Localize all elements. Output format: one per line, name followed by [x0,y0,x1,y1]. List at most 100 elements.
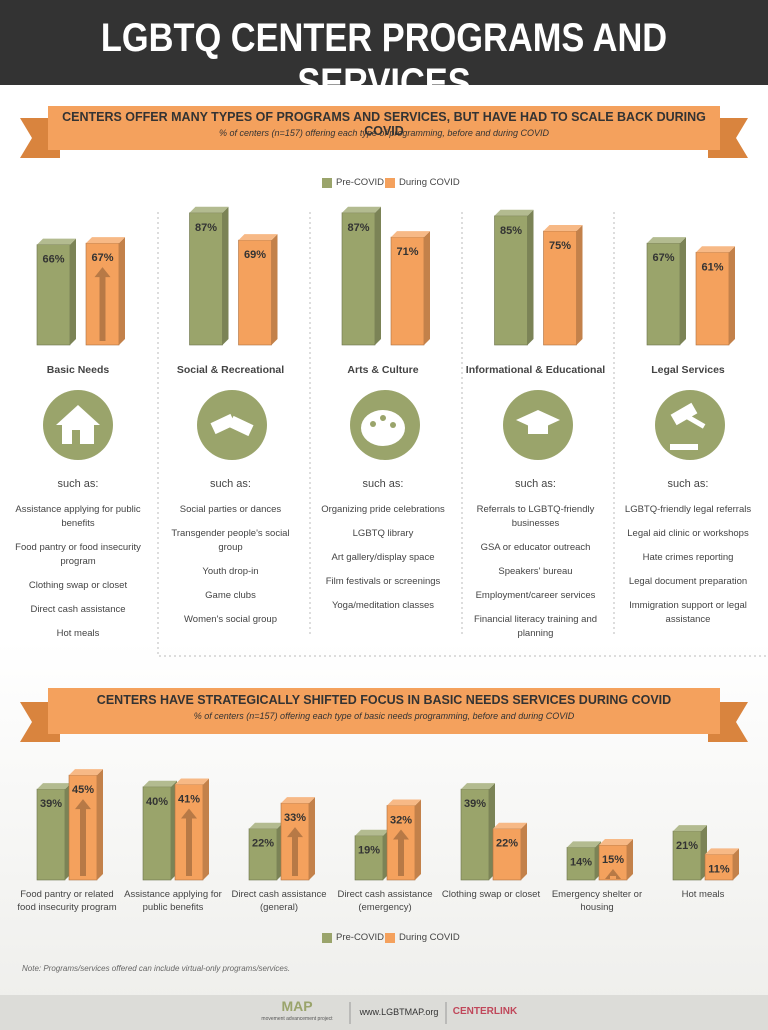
arrow [181,808,197,876]
bar-side [222,206,229,345]
bar-top [493,822,527,829]
arrow [287,827,303,876]
category-label: Direct cash assistance (general) [231,889,327,913]
value-label: 22% [252,838,274,850]
value-label: 32% [390,814,412,826]
value-label: 67% [91,252,113,264]
centerlink-logo: CENTERLINK [452,1006,518,1017]
arrow [605,869,621,880]
example-item: Clothing swap or closet [28,580,128,591]
examples-label: such as: [515,478,556,490]
example-item: Organizing pride celebrations [321,504,445,515]
ribbon [48,106,720,150]
example-item: Social parties or dances [179,504,282,515]
bar-top [696,246,735,253]
cap-base [528,424,548,434]
bar-side [733,848,739,880]
examples-label: such as: [362,478,404,490]
map-tagline: movement advancement project [261,1016,333,1022]
bar-side [729,246,735,345]
bar-top [391,231,430,238]
example-item: Referrals to LGBTQ-friendly businesses [476,504,595,529]
bar [36,244,71,346]
value-label: 41% [178,793,200,805]
category-label: Emergency shelter or housing [551,889,643,913]
dividers [157,212,768,657]
bar-top [705,848,739,855]
bar-side [309,797,315,880]
value-label: 40% [146,796,168,808]
category-label: Legal Services [651,364,725,376]
bar-top [189,206,229,213]
bar [354,835,384,881]
bar [566,847,596,881]
bar-side [203,778,209,880]
bar [492,828,522,881]
footer-url: www.LGBTMAP.org [359,1007,439,1017]
category-label: Informational & Educational [465,364,606,376]
bar-side [375,206,381,345]
bar-side [415,799,421,880]
value-label: 11% [708,863,730,875]
dot [380,415,386,421]
bar [543,230,577,346]
bar-top [238,234,278,241]
bar-side [527,209,534,345]
bar-top [387,799,421,806]
arrow [393,829,409,876]
legend-label: During COVID [399,177,460,188]
example-item: Direct cash assistance [30,604,126,615]
value-label: 15% [602,854,624,866]
examples-list: LGBTQ-friendly legal referrals Legal aid … [618,503,758,627]
example-item: Legal aid clinic or workshops [627,528,749,539]
example-item: Yoga/meditation classes [331,600,435,611]
category-label: Direct cash assistance (emergency) [337,889,433,913]
example-item: Legal document preparation [628,576,748,587]
bar-top [543,225,583,231]
bar-side [521,822,527,880]
bar-side [271,234,278,345]
cap [516,410,560,430]
door [72,430,80,444]
bar-top [355,829,389,836]
example-item: Game clubs [205,590,256,601]
value-label: 61% [701,261,723,273]
examples-label: such as: [57,478,99,490]
arrow [75,799,91,876]
footer-bar [0,995,768,1030]
bar-side [576,225,583,345]
bar [248,828,278,881]
bar-top [567,841,601,848]
bar-top [494,209,534,216]
bar-side [119,237,125,345]
example-item: Hate crimes reporting [642,552,734,563]
example-item: LGBTQ library [352,528,414,539]
hand [210,413,236,435]
bar [646,242,681,346]
bar [189,212,223,346]
category-label: Hot meals [681,889,725,900]
value-label: 19% [358,845,380,857]
map-logo: MAP [281,998,313,1014]
value-label: 75% [549,240,571,252]
bar-side [70,238,76,345]
value-label: 39% [464,798,486,810]
legend-swatch [322,933,332,943]
value-label: 87% [195,222,217,234]
legend-label: Pre-COVID [336,932,385,943]
bar-top [647,237,686,244]
legend-swatch [385,178,395,188]
roof [56,405,100,425]
category-label: Arts & Culture [347,364,419,376]
bar [672,830,702,881]
example-item: Immigration support or legal assistance [629,600,747,625]
divider [157,212,768,657]
page-title: LGBTQ CENTER PROGRAMS AND SERVICES [100,16,668,105]
bar-top [673,825,707,832]
value-label: 33% [284,812,306,824]
legend-label: Pre-COVID [336,177,385,188]
value-label: 71% [396,246,418,258]
bar-top [342,206,381,213]
ribbon [48,688,720,734]
header-bar [0,0,768,85]
